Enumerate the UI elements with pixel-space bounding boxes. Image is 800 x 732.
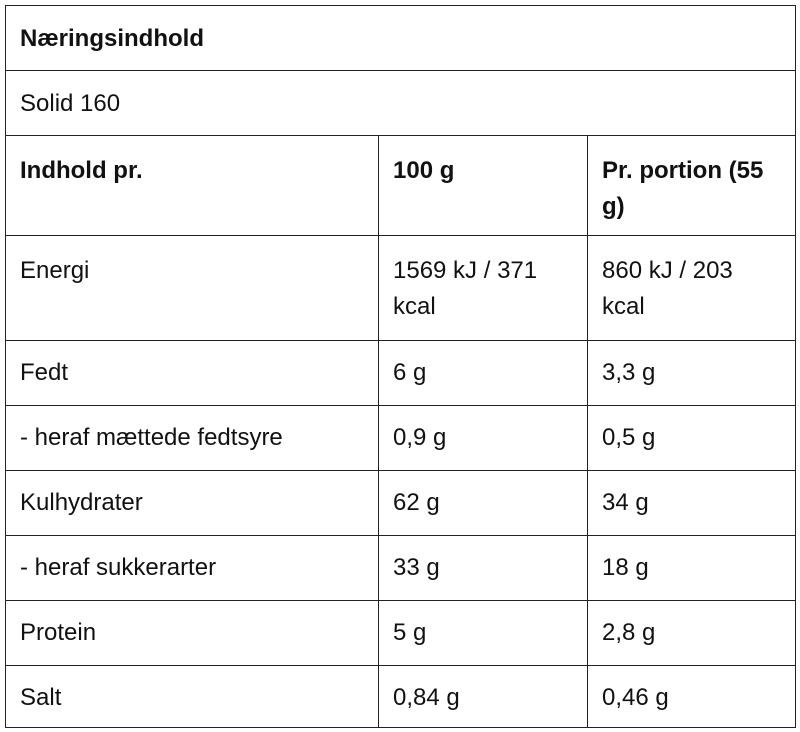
table-row: Fedt 6 g 3,3 g <box>5 340 797 406</box>
table-cell: 33 g <box>378 535 588 601</box>
table-cell: 860 kJ / 203 kcal <box>586 235 797 341</box>
table-cell: Protein <box>5 600 379 666</box>
table-cell: Kulhydrater <box>5 470 379 536</box>
table-cell: - heraf sukkerarter <box>5 535 379 601</box>
subtitle-row: Solid 160 <box>4 70 797 136</box>
table-cell: 0,84 g <box>378 665 588 728</box>
table-row: - heraf mættede fedtsyre 0,9 g 0,5 g <box>5 405 797 471</box>
column-header: 100 g <box>378 135 588 236</box>
table-cell: - heraf mættede fedtsyre <box>5 405 379 471</box>
table-cell: 2,8 g <box>586 600 797 666</box>
table-cell: 0,46 g <box>586 665 797 728</box>
table-cell: 18 g <box>586 535 797 601</box>
table-cell: 5 g <box>378 600 588 666</box>
table-cell: Salt <box>5 665 379 728</box>
table-cell: 6 g <box>378 340 588 406</box>
table-cell: 0,5 g <box>586 405 797 471</box>
table-cell: 62 g <box>378 470 588 536</box>
table-cell: 3,3 g <box>586 340 797 406</box>
title-row: Næringsindhold <box>4 5 797 71</box>
header-row: Indhold pr. 100 g Pr. portion (55 g) <box>5 135 797 236</box>
table-row: - heraf sukkerarter 33 g 18 g <box>5 535 797 601</box>
table-row: Kulhydrater 62 g 34 g <box>5 470 797 536</box>
table-cell: 34 g <box>586 470 797 536</box>
subtitle: Solid 160 <box>4 70 797 136</box>
table-body: Næringsindhold Solid 160 Indhold pr. 100 … <box>4 5 797 728</box>
table-cell: Energi <box>5 235 379 341</box>
table-row: Salt 0,84 g 0,46 g <box>5 665 797 728</box>
table-cell: Fedt <box>5 340 379 406</box>
title: Næringsindhold <box>4 5 797 71</box>
table-row: Energi 1569 kJ / 371 kcal 860 kJ / 203 kca… <box>5 235 797 341</box>
table-cell: 1569 kJ / 371 kcal <box>378 235 588 341</box>
table-cell: 0,9 g <box>378 405 588 471</box>
column-header: Pr. portion (55 g) <box>586 135 797 236</box>
table-row: Protein 5 g 2,8 g <box>5 600 797 666</box>
nutrition-table: Næringsindhold Solid 160 Indhold pr. 100 … <box>4 5 797 728</box>
column-header: Indhold pr. <box>5 135 379 236</box>
